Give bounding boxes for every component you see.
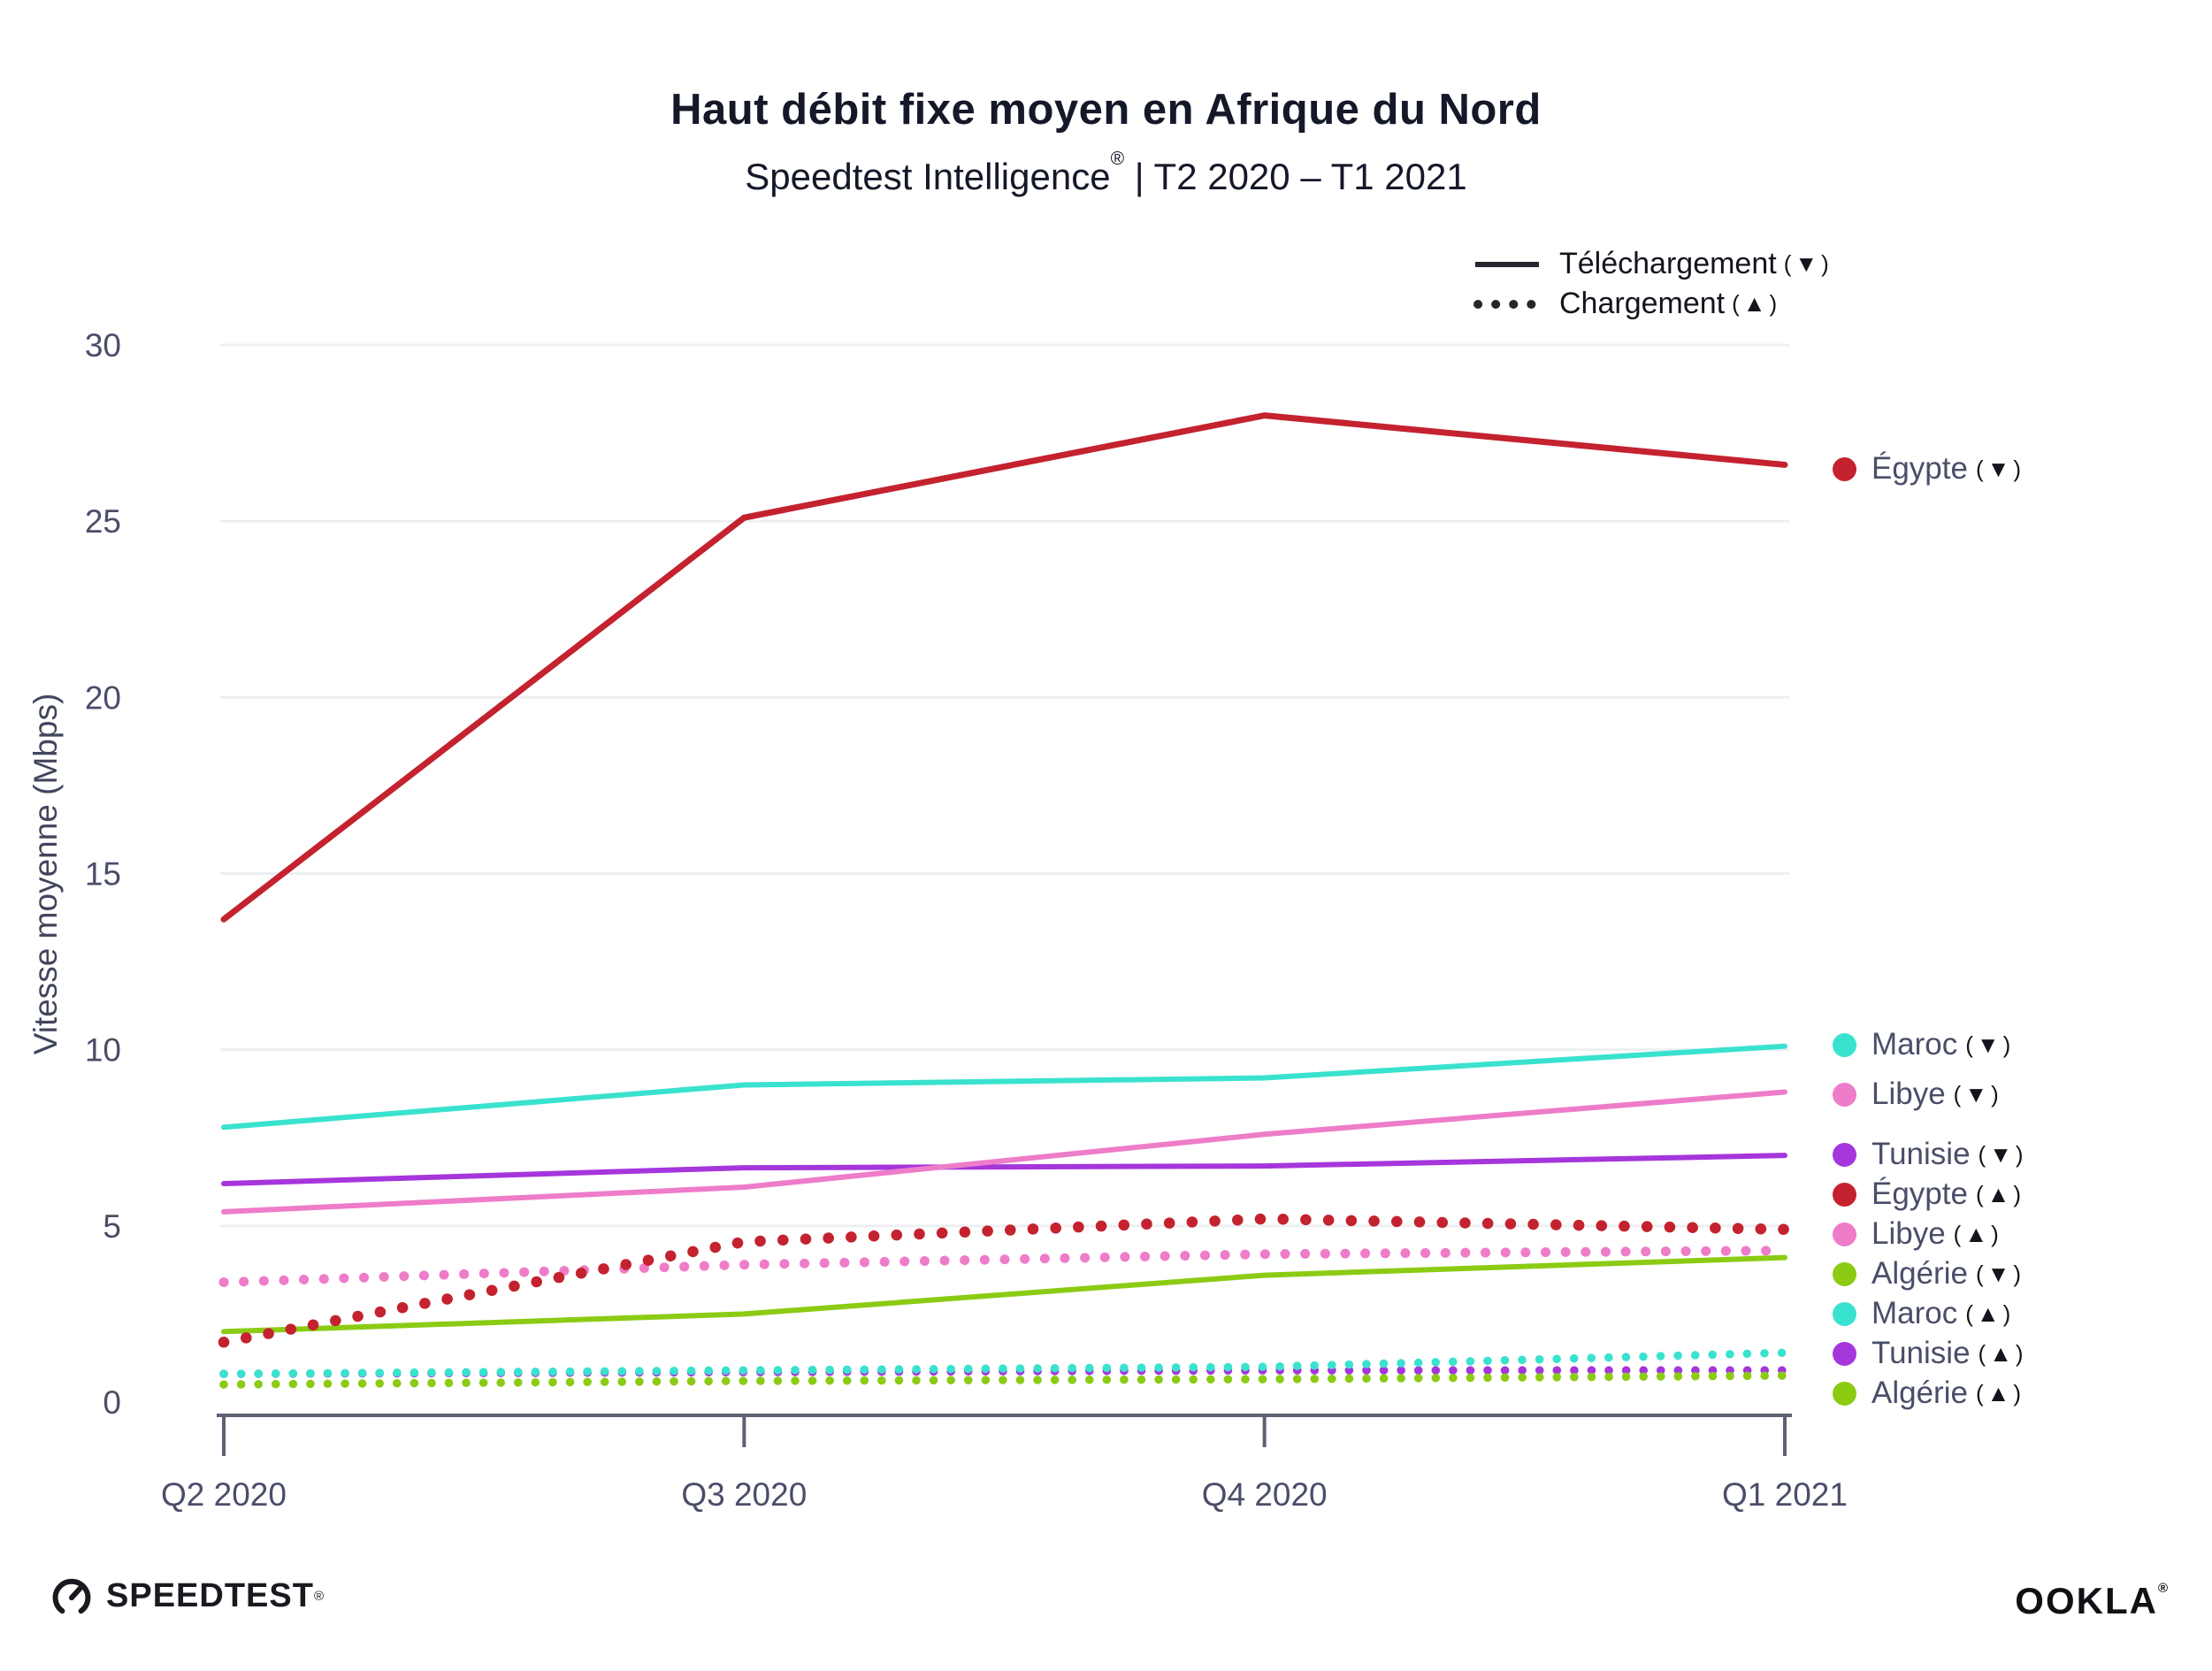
ookla-registered-mark: ® (2157, 1581, 2170, 1596)
speedtest-gauge-icon (52, 1578, 91, 1614)
series-label-libye-upload: Libye (▲) (1833, 1216, 2002, 1251)
series-label-tunisie-download: Tunisie (▼) (1833, 1137, 2027, 1171)
subtitle-product: Speedtest Intelligence (745, 156, 1111, 197)
series-label-name: Tunisie (1871, 1137, 1971, 1171)
series-label-direction: (▼) (1953, 1080, 2002, 1108)
ookla-logo: OOKLA® (2015, 1580, 2170, 1622)
series-color-dot (1833, 1082, 1856, 1107)
series-libye-upload-line (218, 1246, 1790, 1288)
legend-item-download: Téléchargement (▼) (1473, 244, 1833, 284)
series-label-maroc-upload: Maroc (▲) (1833, 1296, 2015, 1330)
speedtest-registered-mark: ® (313, 1588, 325, 1604)
series-label-tunisie-upload: Tunisie (▲) (1833, 1336, 2027, 1370)
y-tick-label-0: 0 (103, 1384, 121, 1421)
series-label-direction: (▼) (1965, 1031, 2015, 1058)
series-label-name: Égypte (1871, 451, 1968, 486)
series-label-égypte-download: Égypte (▼) (1833, 451, 2025, 486)
legend-download-direction: (▼) (1783, 250, 1833, 277)
legend-item-upload: Chargement (▲) (1473, 284, 1833, 324)
series-color-dot (1833, 1032, 1856, 1057)
speedtest-wordmark: SPEEDTEST (106, 1576, 314, 1614)
legend-upload-direction: (▲) (1732, 290, 1781, 317)
series-label-direction: (▲) (1965, 1299, 2015, 1327)
series-color-dot (1833, 1182, 1856, 1207)
legend: Téléchargement (▼) Chargement (▲) (1473, 244, 1833, 324)
page-title: Haut débit fixe moyen en Afrique du Nord (670, 86, 1542, 134)
series-label-name: Maroc (1871, 1296, 1958, 1330)
registered-mark: ® (1110, 149, 1125, 169)
series-label-name: Libye (1871, 1077, 1946, 1111)
x-tick-label: Q4 2020 (1202, 1476, 1328, 1513)
series-tunisie-download-line (221, 1153, 1787, 1187)
series-label-name: Égypte (1871, 1177, 1968, 1211)
series-libye-download-line (221, 1089, 1787, 1215)
y-tick-label-10: 10 (85, 1032, 121, 1069)
x-tick-label: Q3 2020 (681, 1476, 807, 1513)
legend-upload-label: Chargement (1559, 287, 1726, 320)
y-tick-label-25: 25 (85, 503, 121, 540)
dotted-line-swatch (1473, 299, 1542, 309)
series-algérie-upload-line (219, 1371, 1789, 1389)
y-tick-label-20: 20 (85, 679, 121, 716)
series-label-direction: (▼) (1978, 1140, 2027, 1168)
series-color-dot (1833, 1261, 1856, 1286)
ookla-wordmark: OOKLA (2015, 1580, 2158, 1621)
series-label-direction: (▲) (1975, 1379, 2025, 1407)
series-label-direction: (▼) (1975, 1260, 2025, 1287)
series-label-name: Algérie (1871, 1376, 1968, 1410)
solid-line-swatch (1475, 261, 1539, 267)
series-label-name: Algérie (1871, 1256, 1968, 1291)
speedtest-logo: SPEEDTEST ® (49, 1573, 324, 1619)
y-axis-title: Vitesse moyenne (Mbps) (27, 693, 64, 1055)
series-label-direction: (▲) (1978, 1339, 2027, 1367)
series-color-dot (1833, 1341, 1856, 1366)
series-label-name: Maroc (1871, 1027, 1958, 1062)
x-tick-label: Q1 2021 (1722, 1476, 1848, 1513)
y-tick-label-30: 30 (85, 327, 121, 364)
series-label-direction: (▲) (1975, 1180, 2025, 1207)
series-color-dot (1833, 1142, 1856, 1167)
series-label-algérie-download: Algérie (▼) (1833, 1256, 2025, 1291)
series-label-maroc-download: Maroc (▼) (1833, 1027, 2015, 1062)
series-color-dot (1833, 1222, 1856, 1246)
series-maroc-upload-line (219, 1348, 1789, 1378)
series-color-dot (1833, 1381, 1856, 1406)
series-label-name: Tunisie (1871, 1336, 1971, 1370)
series-label-libye-download: Libye (▼) (1833, 1077, 2002, 1111)
y-tick-label-15: 15 (85, 856, 121, 893)
page-subtitle: Speedtest Intelligence® | T2 2020 – T1 2… (0, 149, 2212, 198)
series-maroc-download-line (221, 1043, 1787, 1131)
series-label-name: Libye (1871, 1216, 1946, 1251)
series-color-dot (1833, 456, 1856, 481)
series-label-direction: (▼) (1975, 455, 2025, 482)
series-égypte-download-line (220, 412, 1788, 923)
x-tick-label: Q2 2020 (161, 1476, 287, 1513)
series-color-dot (1833, 1301, 1856, 1326)
series-label-direction: (▲) (1953, 1220, 2002, 1247)
y-tick-label-5: 5 (103, 1208, 121, 1245)
legend-download-label: Téléchargement (1559, 247, 1777, 280)
series-label-algérie-upload: Algérie (▲) (1833, 1376, 2024, 1410)
series-label-égypte-upload: Égypte (▲) (1833, 1177, 2024, 1211)
subtitle-period: | T2 2020 – T1 2021 (1124, 156, 1467, 197)
series-algérie-download-line (221, 1254, 1787, 1335)
